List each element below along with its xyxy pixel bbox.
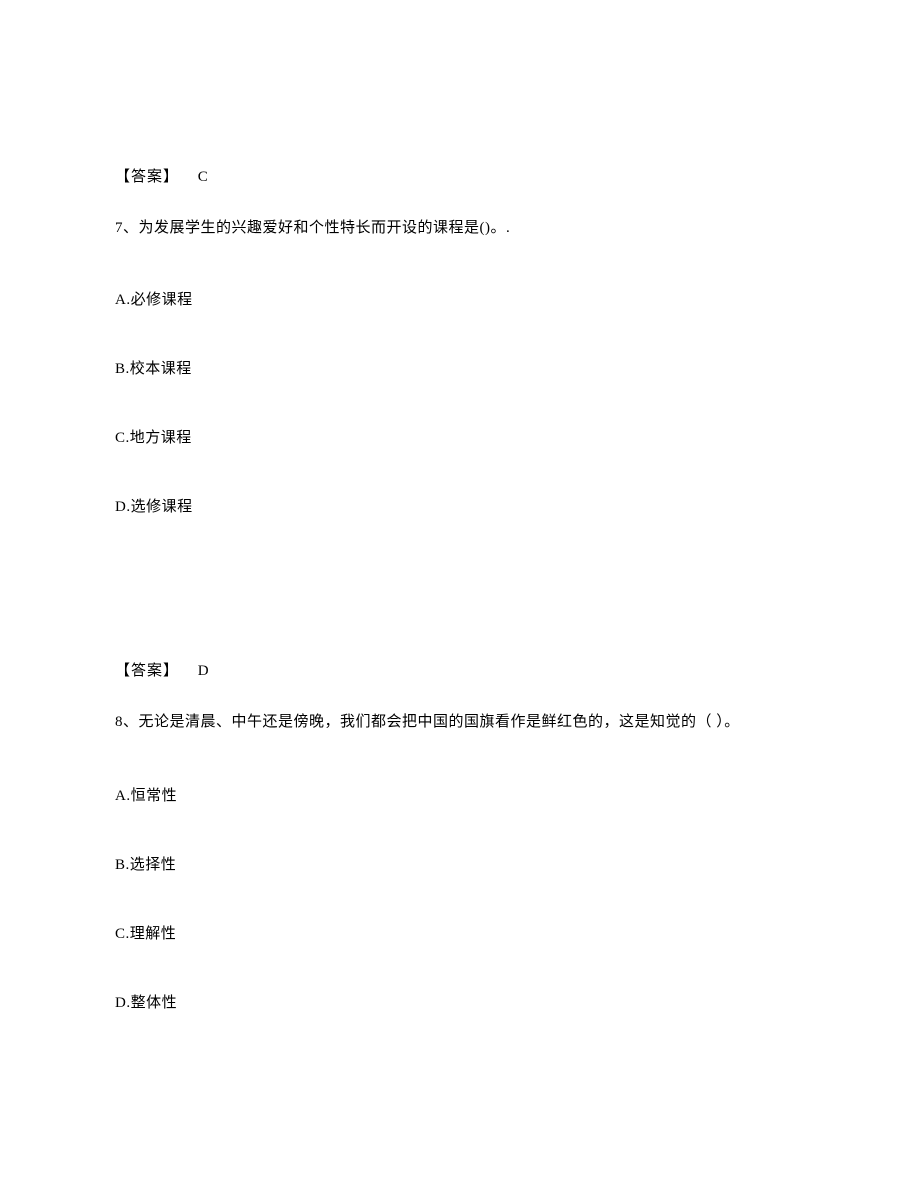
section-gap (115, 564, 805, 659)
option-8-a: A.恒常性 (115, 784, 805, 805)
option-8-d: D.整体性 (115, 991, 805, 1012)
question-8: 8、无论是清晨、中午还是傍晚，我们都会把中国的国旗看作是鲜红色的，这是知觉的（ … (115, 710, 805, 736)
option-7-b: B.校本课程 (115, 357, 805, 378)
answer-block-2: 【答案】 D (115, 659, 805, 680)
document-content: 【答案】 C 7、为发展学生的兴趣爱好和个性特长而开设的课程是()。. A.必修… (0, 0, 920, 1012)
answer-label-2: 【答案】 (115, 663, 179, 679)
option-7-c: C.地方课程 (115, 426, 805, 447)
answer-block-1: 【答案】 C (115, 165, 805, 186)
question-7: 7、为发展学生的兴趣爱好和个性特长而开设的课程是()。. (115, 216, 805, 240)
option-8-b: B.选择性 (115, 853, 805, 874)
option-7-d: D.选修课程 (115, 495, 805, 516)
option-7-a: A.必修课程 (115, 288, 805, 309)
answer-label-1: 【答案】 (115, 169, 179, 185)
option-8-c: C.理解性 (115, 922, 805, 943)
answer-value-2: D (198, 663, 210, 679)
answer-value-1: C (198, 169, 209, 185)
